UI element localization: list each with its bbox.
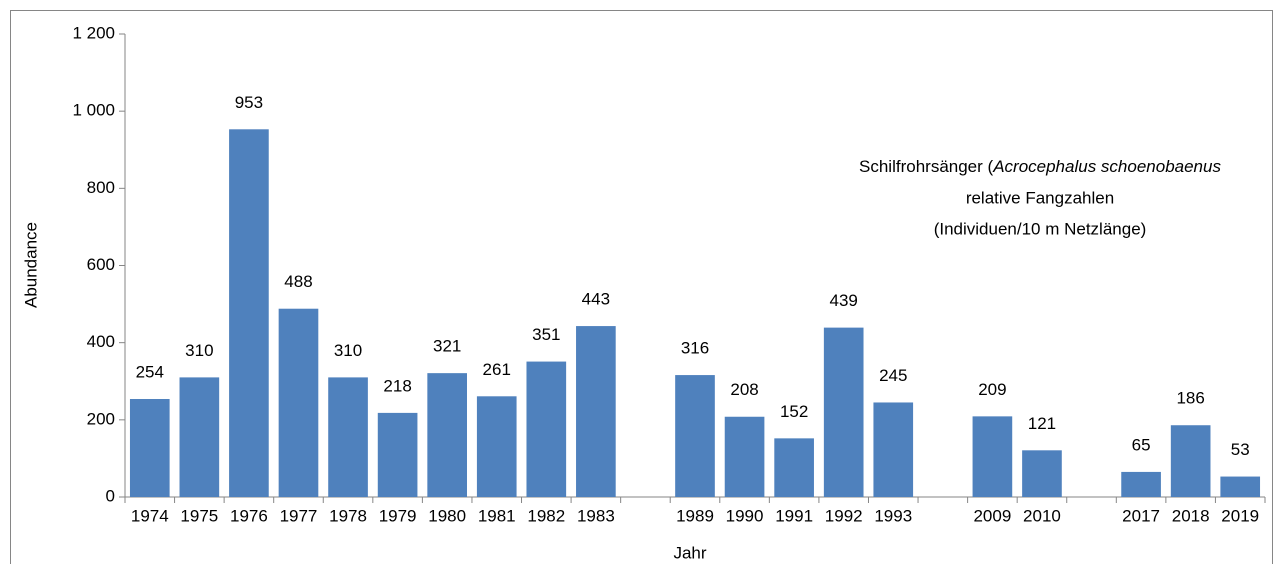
x-axis-label: Jahr [673, 543, 706, 562]
value-label: 488 [284, 272, 312, 291]
x-tick-label: 1977 [280, 506, 318, 525]
annotation-text: (Individuen/10 m Netzlänge) [934, 219, 1147, 238]
bar [1022, 450, 1062, 497]
y-tick-label: 600 [87, 255, 115, 274]
bar [129, 398, 170, 497]
x-tick-label: 1991 [775, 506, 813, 525]
x-tick-label: 1992 [825, 506, 863, 525]
x-tick-label: 2019 [1221, 506, 1259, 525]
value-label: 209 [978, 380, 1006, 399]
x-tick-label: 2018 [1172, 506, 1210, 525]
value-label: 65 [1132, 435, 1151, 454]
x-tick-label: 1980 [428, 506, 466, 525]
x-tick-label: 1978 [329, 506, 367, 525]
bar [526, 361, 567, 497]
value-label: 152 [780, 402, 808, 421]
value-label: 310 [185, 341, 213, 360]
bar [823, 327, 864, 497]
bar [377, 412, 418, 497]
bar [1170, 425, 1211, 497]
value-label: 351 [532, 325, 560, 344]
bar [328, 377, 368, 497]
y-tick-label: 0 [106, 486, 115, 505]
annotation-text: Acrocephalus schoenobaenus [992, 157, 1221, 176]
bar [278, 308, 319, 497]
annotation: Schilfrohrsänger (Acrocephalus schoenoba… [859, 157, 1221, 176]
bar [1121, 471, 1161, 497]
bar [1220, 476, 1261, 497]
bar [774, 438, 814, 497]
value-label: 121 [1028, 414, 1056, 433]
x-tick-label: 1993 [874, 506, 912, 525]
bar [675, 375, 715, 497]
bar [229, 129, 269, 497]
value-label: 443 [582, 290, 610, 309]
x-tick-label: 2010 [1023, 506, 1061, 525]
bar [972, 416, 1013, 497]
x-tick-label: 1981 [478, 506, 516, 525]
annotation-text: Schilfrohrsänger ( [859, 157, 994, 176]
y-tick-label: 200 [87, 409, 115, 428]
value-label: 53 [1231, 440, 1250, 459]
bar [873, 402, 914, 497]
x-tick-label: 1983 [577, 506, 615, 525]
x-tick-label: 1976 [230, 506, 268, 525]
bar [724, 416, 765, 497]
x-tick-label: 1990 [726, 506, 764, 525]
x-tick-label: 1974 [131, 506, 169, 525]
bar [427, 373, 467, 497]
x-tick-label: 1989 [676, 506, 714, 525]
value-label: 208 [730, 380, 758, 399]
y-axis-label: Abundance [21, 222, 40, 308]
value-label: 261 [483, 360, 511, 379]
x-tick-label: 1979 [379, 506, 417, 525]
value-label: 439 [830, 291, 858, 310]
value-label: 218 [383, 376, 411, 395]
y-tick-label: 1 200 [72, 23, 115, 42]
value-label: 321 [433, 337, 461, 356]
y-tick-label: 800 [87, 178, 115, 197]
value-label: 310 [334, 341, 362, 360]
chart-border [10, 10, 1273, 564]
x-tick-label: 1982 [527, 506, 565, 525]
value-label: 953 [235, 93, 263, 112]
x-tick-label: 1975 [180, 506, 218, 525]
bar [476, 396, 517, 497]
value-label: 254 [136, 362, 164, 381]
bar [179, 377, 220, 497]
value-label: 186 [1176, 389, 1204, 408]
x-tick-label: 2009 [973, 506, 1011, 525]
y-tick-label: 400 [87, 332, 115, 351]
bar [576, 326, 616, 497]
value-label: 245 [879, 366, 907, 385]
value-label: 316 [681, 339, 709, 358]
y-tick-label: 1 000 [72, 101, 115, 120]
annotation-text: relative Fangzahlen [966, 188, 1114, 207]
x-tick-label: 2017 [1122, 506, 1160, 525]
